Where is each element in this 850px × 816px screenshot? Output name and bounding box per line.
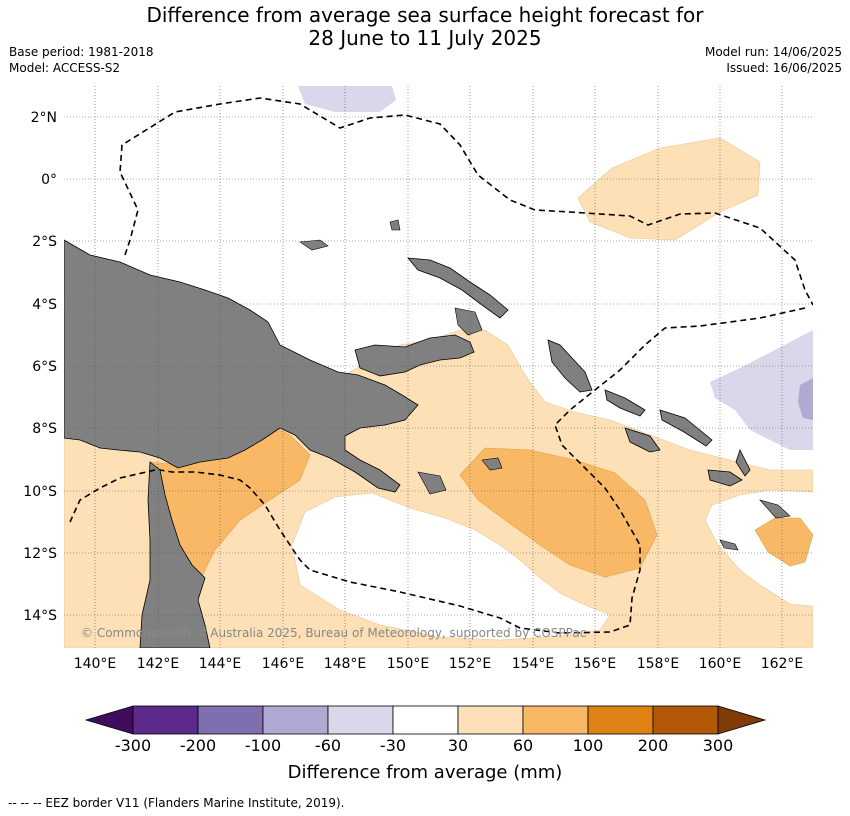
eez-footnote: -- -- -- EEZ border V11 (Flanders Marine… [8, 796, 345, 810]
lat-label: 4°S [32, 297, 57, 313]
map-area: © Commonwealth of Australia 2025, Bureau… [64, 86, 813, 648]
lat-label: 6°S [32, 359, 57, 375]
colorbar-tick-label: -200 [180, 736, 216, 755]
forecast-map: © Commonwealth of Australia 2025, Bureau… [23, 86, 813, 783]
lon-label: 140°E [74, 656, 117, 672]
model-run: Model run: 14/06/2025 [704, 45, 842, 59]
lon-label: 146°E [262, 656, 305, 672]
lon-label: 158°E [637, 656, 680, 672]
lon-label: 160°E [699, 656, 742, 672]
colorbar-tick-label: 60 [513, 736, 533, 755]
lon-label: 156°E [574, 656, 617, 672]
title-line-1: Difference from average sea surface heig… [146, 3, 704, 27]
colorbar-cell [522, 705, 589, 735]
lat-label: 2°S [32, 234, 57, 250]
lon-label: 154°E [512, 656, 555, 672]
colorbar-tick-label: 200 [638, 736, 669, 755]
colorbar-cell [327, 705, 394, 735]
land-cape-york [139, 461, 211, 648]
land-new-ireland [407, 257, 509, 319]
colorbar-cells [84, 705, 767, 735]
colorbar-tick-label: 300 [703, 736, 734, 755]
colorbar-tick-label: -30 [380, 736, 406, 755]
chart-title: Difference from average sea surface heig… [0, 4, 850, 50]
anomaly-region-minus30-60-east [710, 330, 813, 450]
colorbar-cell [392, 705, 459, 735]
colorbar-cell [132, 705, 199, 735]
colorbar-arrow-low [84, 705, 134, 735]
anomaly-region-minus30-60-north [298, 86, 396, 112]
land-solomon-islands [604, 389, 751, 487]
lat-label: 10°S [23, 484, 57, 500]
anomaly-region-below30 [291, 492, 611, 641]
land-bougainville [547, 339, 593, 393]
colorbar-tick-label: -300 [115, 736, 151, 755]
lon-label: 152°E [449, 656, 492, 672]
colorbar-cell [457, 705, 524, 735]
lon-label: 144°E [199, 656, 242, 672]
lat-label: 2°N [31, 110, 57, 126]
colorbar-cell [652, 705, 719, 735]
colorbar-tick-label: -60 [315, 736, 341, 755]
base-period: Base period: 1981-2018 [9, 45, 154, 59]
issued-date: Issued: 16/06/2025 [726, 61, 842, 75]
colorbar-cell [262, 705, 329, 735]
colorbar-tick-label: 100 [573, 736, 604, 755]
model-name: Model: ACCESS-S2 [9, 61, 121, 75]
colorbar-tick-label: 30 [448, 736, 468, 755]
lat-label: 8°S [32, 421, 57, 437]
lon-label: 162°E [761, 656, 804, 672]
colorbar-cell [587, 705, 654, 735]
lat-label: 12°S [23, 546, 57, 562]
copyright-notice: © Commonwealth of Australia 2025, Bureau… [81, 626, 586, 640]
lon-label: 150°E [387, 656, 430, 672]
anomaly-region-plus30-60-north [577, 137, 761, 241]
colorbar-label: Difference from average (mm) [288, 762, 563, 783]
anomaly-region-plus60-100-east [754, 517, 813, 567]
colorbar-ticks: -300 -200 -100 -60 -30 30 60 100 200 300 [115, 736, 733, 755]
lat-label: 14°S [23, 608, 57, 624]
meta-left: Base period: 1981-2018 Model: ACCESS-S2 [9, 44, 154, 76]
longitude-labels: 140°E 142°E 144°E 146°E 148°E 150°E 152°… [74, 656, 804, 672]
meta-right: Model run: 14/06/2025 Issued: 16/06/2025 [705, 44, 842, 76]
eez-border [69, 97, 813, 634]
title-line-2: 28 June to 11 July 2025 [308, 26, 542, 50]
latitude-labels: 2°N 0° 2°S 4°S 6°S 8°S 10°S 12°S 14°S [23, 110, 57, 624]
colorbar-cell [197, 705, 264, 735]
lat-label: 0° [41, 172, 57, 188]
lon-label: 148°E [324, 656, 367, 672]
colorbar-arrow-high [717, 705, 767, 735]
anomaly-region-minus60-100-east [798, 378, 813, 420]
colorbar-tick-label: -100 [245, 736, 281, 755]
lon-label: 142°E [137, 656, 180, 672]
anomaly-region-plus60-100-coral [459, 447, 658, 578]
land-new-britain [354, 334, 475, 377]
colorbar: -300 -200 -100 -60 -30 30 60 100 200 300 Differen… [84, 705, 767, 783]
land-small-islands [299, 219, 791, 551]
